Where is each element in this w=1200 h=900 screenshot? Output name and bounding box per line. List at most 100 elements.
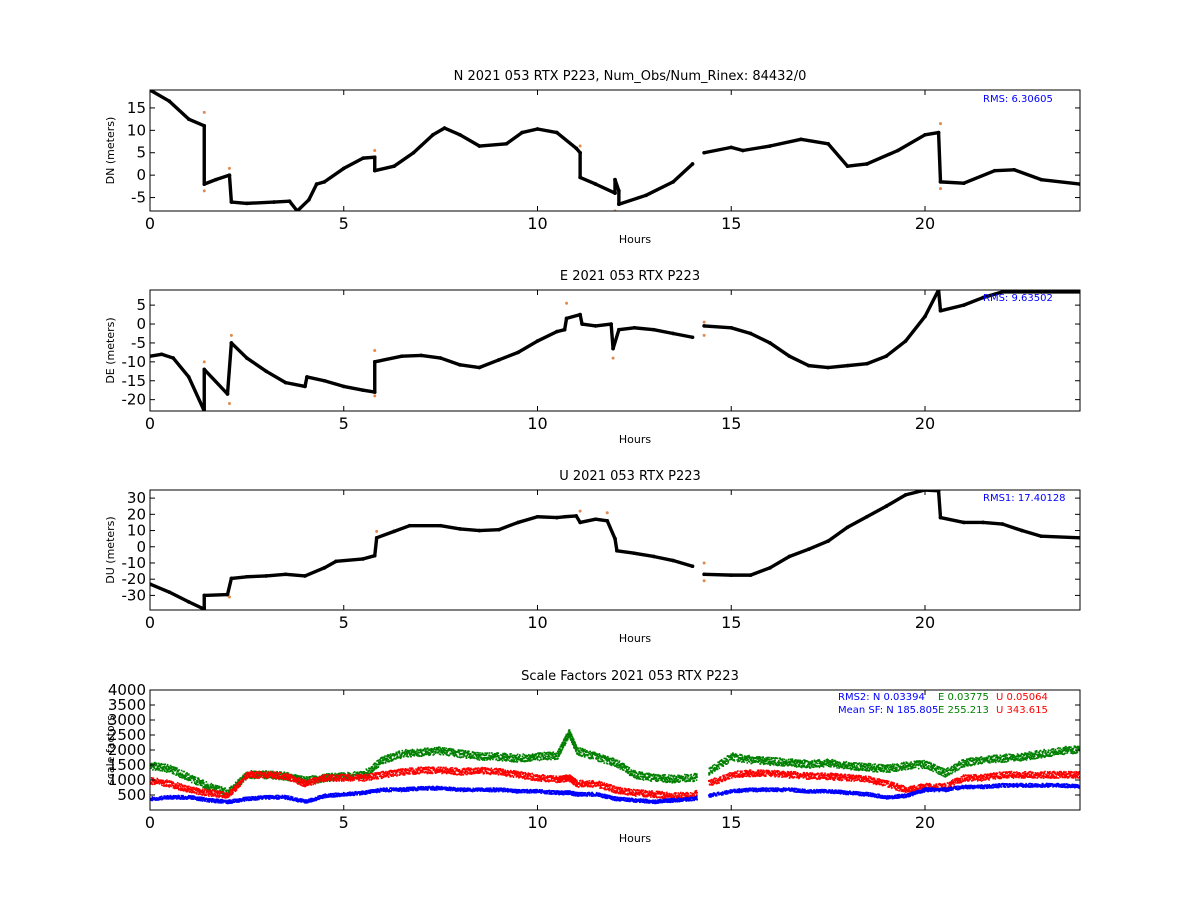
data-point bbox=[353, 773, 356, 776]
data-point bbox=[158, 768, 160, 770]
data-point bbox=[500, 754, 502, 756]
data-point bbox=[893, 763, 896, 766]
data-point bbox=[393, 755, 396, 757]
data-point bbox=[676, 776, 678, 778]
data-point bbox=[300, 775, 303, 778]
data-point bbox=[803, 764, 806, 767]
data-point bbox=[1028, 752, 1030, 755]
data-point bbox=[307, 776, 309, 778]
series-segment bbox=[392, 151, 416, 168]
series-segment bbox=[187, 600, 206, 610]
data-point bbox=[175, 774, 177, 776]
data-point bbox=[873, 770, 876, 773]
data-point bbox=[353, 771, 356, 773]
data-point bbox=[524, 754, 527, 757]
series-segment bbox=[374, 529, 396, 540]
data-point bbox=[881, 767, 884, 770]
series-segment bbox=[322, 166, 346, 184]
data-point bbox=[508, 755, 510, 758]
series-segment bbox=[287, 199, 299, 211]
data-point bbox=[743, 761, 745, 763]
data-point bbox=[399, 754, 401, 756]
data-point bbox=[647, 779, 650, 781]
data-point bbox=[443, 751, 446, 754]
data-point bbox=[504, 753, 506, 756]
data-point bbox=[153, 762, 155, 765]
x-tick-label: 0 bbox=[145, 414, 155, 433]
data-point bbox=[370, 767, 372, 770]
series-segment bbox=[826, 363, 850, 370]
data-point bbox=[179, 772, 182, 775]
data-point bbox=[528, 757, 531, 760]
data-point bbox=[524, 759, 526, 762]
data-point bbox=[384, 755, 386, 757]
data-point bbox=[484, 754, 486, 757]
data-point bbox=[261, 771, 263, 773]
data-point bbox=[419, 749, 421, 752]
series-segment bbox=[214, 173, 232, 182]
data-point bbox=[388, 754, 391, 756]
data-point bbox=[1006, 754, 1008, 757]
data-point bbox=[157, 766, 159, 769]
data-point bbox=[614, 765, 616, 767]
data-point bbox=[427, 749, 430, 751]
data-point bbox=[696, 776, 698, 778]
data-point bbox=[485, 756, 488, 759]
data-point bbox=[430, 749, 433, 752]
series-segment bbox=[993, 168, 1016, 173]
data-point bbox=[306, 777, 309, 780]
data-point bbox=[446, 754, 448, 756]
data-point bbox=[468, 750, 470, 753]
data-point bbox=[971, 757, 974, 759]
data-point bbox=[164, 763, 167, 766]
data-point bbox=[295, 775, 298, 778]
data-point bbox=[419, 751, 422, 754]
series-segment bbox=[938, 515, 966, 525]
data-point bbox=[161, 784, 163, 787]
data-point bbox=[441, 747, 444, 749]
data-point bbox=[530, 754, 532, 757]
series-segment bbox=[150, 90, 172, 103]
data-point bbox=[516, 753, 519, 756]
data-point bbox=[475, 757, 478, 759]
data-point bbox=[468, 754, 471, 757]
data-point bbox=[192, 776, 195, 778]
y-tick-label: 15 bbox=[127, 99, 146, 117]
data-point bbox=[668, 774, 670, 776]
data-point bbox=[371, 770, 374, 773]
data-point bbox=[521, 755, 524, 758]
series-segment bbox=[227, 173, 234, 204]
data-point bbox=[332, 779, 334, 781]
data-point bbox=[962, 761, 964, 764]
data-point bbox=[677, 778, 680, 781]
data-point bbox=[434, 752, 437, 754]
data-point bbox=[556, 755, 558, 758]
data-point bbox=[777, 760, 780, 762]
series-segment bbox=[334, 557, 365, 564]
data-point bbox=[788, 758, 790, 761]
data-point bbox=[211, 783, 214, 786]
data-point bbox=[478, 753, 481, 756]
y-tick-label: 30 bbox=[127, 489, 146, 507]
data-point bbox=[720, 758, 723, 761]
data-point bbox=[879, 767, 882, 769]
data-point bbox=[819, 760, 822, 763]
data-point bbox=[504, 758, 507, 761]
data-point bbox=[336, 773, 338, 776]
x-axis-label: Hours bbox=[619, 632, 651, 645]
data-point bbox=[923, 759, 925, 762]
data-point bbox=[480, 753, 483, 756]
data-point bbox=[1072, 749, 1074, 751]
data-point bbox=[377, 759, 380, 762]
data-point bbox=[399, 756, 401, 758]
data-point bbox=[531, 754, 533, 757]
data-point bbox=[228, 790, 230, 793]
data-point bbox=[1054, 748, 1057, 751]
data-point bbox=[552, 753, 555, 756]
data-point bbox=[522, 760, 524, 762]
data-point bbox=[408, 751, 411, 754]
series-segment bbox=[729, 145, 745, 153]
data-point bbox=[237, 780, 239, 783]
data-point bbox=[886, 769, 888, 772]
